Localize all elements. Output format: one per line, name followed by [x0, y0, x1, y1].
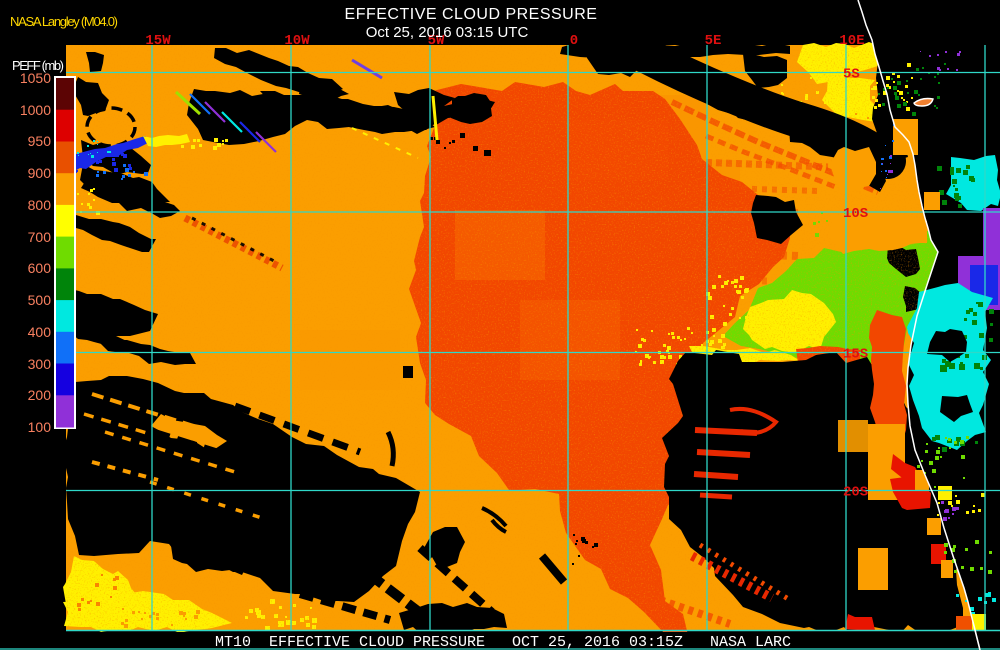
svg-text:10S: 10S: [843, 206, 868, 222]
svg-text:EFFECTIVE CLOUD PRESSURE: EFFECTIVE CLOUD PRESSURE: [345, 6, 598, 23]
svg-text:15W: 15W: [145, 33, 171, 49]
svg-text:600: 600: [28, 260, 52, 276]
svg-text:1000: 1000: [20, 102, 51, 118]
svg-text:20S: 20S: [843, 485, 868, 501]
svg-text:PEFF (mb): PEFF (mb): [12, 58, 64, 73]
svg-text:500: 500: [28, 292, 52, 308]
svg-text:10E: 10E: [839, 33, 864, 49]
svg-text:Oct 25, 2016 03:15 UTC: Oct 25, 2016 03:15 UTC: [366, 24, 529, 41]
svg-text:900: 900: [28, 165, 52, 181]
svg-text:700: 700: [28, 229, 52, 245]
svg-text:950: 950: [28, 133, 52, 149]
svg-text:200: 200: [28, 387, 52, 403]
svg-text:MT10 EFFECTIVE CLOUD PRESSURE: MT10 EFFECTIVE CLOUD PRESSURE OCT 25, 20…: [215, 634, 791, 650]
svg-text:NASA Langley (M04.0): NASA Langley (M04.0): [10, 14, 118, 29]
svg-text:400: 400: [28, 324, 52, 340]
svg-text:15S: 15S: [843, 347, 868, 363]
svg-text:1050: 1050: [20, 70, 51, 86]
svg-text:5W: 5W: [428, 33, 445, 49]
svg-text:800: 800: [28, 197, 52, 213]
svg-text:10W: 10W: [284, 33, 310, 49]
svg-text:0: 0: [570, 33, 578, 49]
svg-text:5S: 5S: [843, 67, 860, 83]
svg-text:300: 300: [28, 356, 52, 372]
svg-text:100: 100: [28, 419, 52, 435]
svg-text:5E: 5E: [705, 33, 722, 49]
